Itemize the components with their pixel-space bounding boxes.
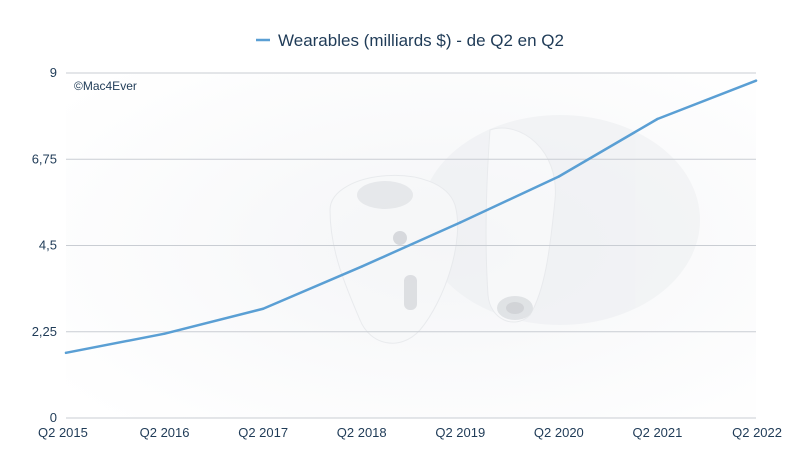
- x-tick-label: Q2 2015: [38, 425, 88, 440]
- y-tick-label: 2,25: [32, 324, 57, 339]
- series-line: [64, 79, 758, 355]
- x-tick-label: Q2 2021: [632, 425, 682, 440]
- data-point: [64, 351, 68, 355]
- x-tick-label: Q2 2020: [534, 425, 584, 440]
- data-point: [656, 117, 659, 121]
- data-point: [261, 307, 265, 310]
- y-tick-label: 6,75: [32, 151, 57, 166]
- data-point: [557, 175, 561, 178]
- watermark-text: ©Mac4Ever: [74, 79, 137, 93]
- series-group: [64, 79, 758, 355]
- y-tick-label: 4,5: [39, 238, 57, 253]
- y-tick-label: 9: [50, 65, 57, 80]
- data-point: [163, 332, 166, 335]
- y-axis-ticks: 0 2,25 4,5 6,75 9: [32, 65, 57, 425]
- data-point: [360, 265, 363, 268]
- x-tick-label: Q2 2018: [337, 425, 387, 440]
- y-tick-label: 0: [50, 410, 57, 425]
- x-tick-label: Q2 2019: [435, 425, 485, 440]
- x-tick-label: Q2 2022: [732, 425, 782, 440]
- x-tick-label: Q2 2017: [238, 425, 288, 440]
- data-point: [459, 221, 462, 224]
- legend: Wearables (milliards $) - de Q2 en Q2: [256, 31, 564, 50]
- legend-label: Wearables (milliards $) - de Q2 en Q2: [278, 31, 564, 50]
- airpods-image: [329, 115, 700, 344]
- x-tick-label: Q2 2016: [140, 425, 190, 440]
- data-point: [754, 79, 758, 82]
- x-axis-ticks: Q2 2015 Q2 2016 Q2 2017 Q2 2018 Q2 2019 Q2 20…: [38, 425, 782, 440]
